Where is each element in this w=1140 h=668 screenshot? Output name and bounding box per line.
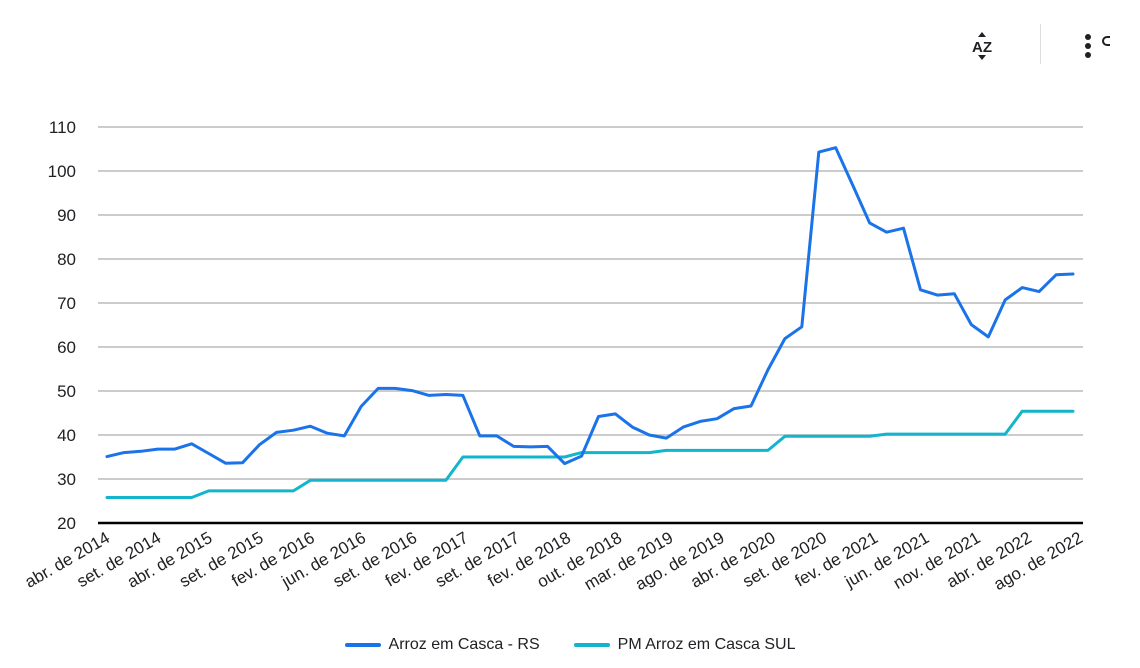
more-vert-icon[interactable] <box>1068 26 1108 66</box>
series-line-0 <box>105 146 1075 466</box>
y-tick-label: 30 <box>57 470 76 489</box>
y-tick-label: 50 <box>57 382 76 401</box>
series-line-1 <box>105 409 1075 499</box>
legend-item-series-0[interactable]: Arroz em Casca - RS <box>344 636 540 654</box>
legend-label: Arroz em Casca - RS <box>388 636 540 653</box>
legend-swatch <box>573 643 610 647</box>
legend-item-series-1[interactable]: PM Arroz em Casca SUL <box>573 636 796 654</box>
y-tick-label: 60 <box>57 338 76 357</box>
y-tick-label: 90 <box>57 206 76 225</box>
y-tick-label: 40 <box>57 426 76 445</box>
y-tick-label: 80 <box>57 250 76 269</box>
y-tick-label: 100 <box>48 162 76 181</box>
y-tick-label: 70 <box>57 294 76 313</box>
svg-text:AZ: AZ <box>972 39 992 56</box>
y-tick-label: 20 <box>57 514 76 533</box>
sort-az-icon[interactable]: AZ <box>962 26 1002 66</box>
toolbar-divider <box>1040 24 1041 64</box>
legend-label: PM Arroz em Casca SUL <box>617 636 796 653</box>
y-tick-label: 110 <box>49 118 76 137</box>
partial-icon <box>1102 36 1110 46</box>
legend-swatch <box>344 643 381 647</box>
chart-legend: Arroz em Casca - RS PM Arroz em Casca SU… <box>0 630 1140 660</box>
